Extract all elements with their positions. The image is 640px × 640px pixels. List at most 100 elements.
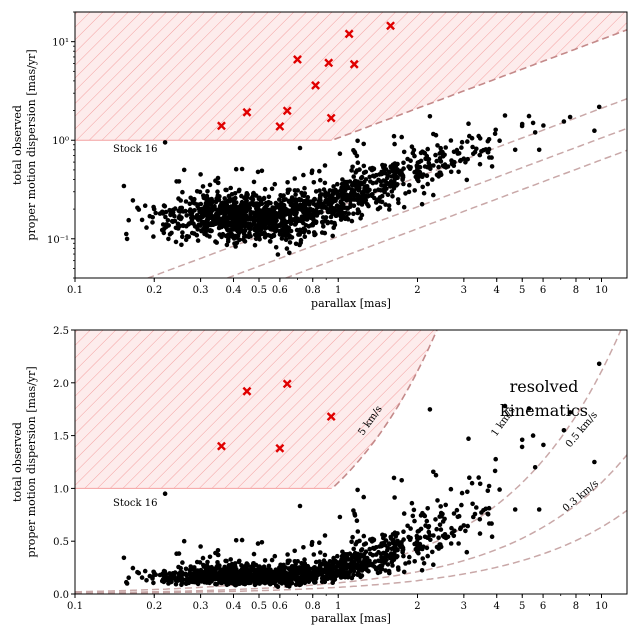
bottom-outlier-points xyxy=(216,379,336,453)
cluster-point xyxy=(410,150,416,156)
cluster-point xyxy=(207,554,213,560)
cluster-point xyxy=(454,507,460,513)
cluster-point xyxy=(332,222,338,228)
cluster-point xyxy=(194,189,200,194)
excluded-region-fill xyxy=(75,12,627,141)
top-excluded-region xyxy=(75,12,627,141)
x-tick-label: 8 xyxy=(573,601,579,612)
cluster-point xyxy=(239,566,245,572)
cluster-point xyxy=(351,211,356,216)
cluster-point xyxy=(157,572,163,578)
cluster-point xyxy=(223,233,229,239)
cluster-point xyxy=(151,580,156,586)
cluster-point xyxy=(194,559,200,565)
cluster-point xyxy=(448,138,454,143)
cluster-point xyxy=(469,480,475,486)
curve-0.5-kms xyxy=(75,454,627,594)
cluster-point xyxy=(359,568,365,573)
cluster-point xyxy=(337,514,343,520)
cluster-point xyxy=(406,189,412,195)
cluster-point xyxy=(130,565,136,571)
cluster-point xyxy=(349,168,354,173)
cluster-point xyxy=(355,160,361,165)
cluster-point xyxy=(293,212,299,217)
cluster-point xyxy=(281,577,287,583)
cluster-point xyxy=(289,572,295,577)
cluster-point xyxy=(420,184,426,190)
cluster-point xyxy=(277,232,283,237)
cluster-point xyxy=(273,578,279,583)
cluster-point xyxy=(208,202,214,207)
cluster-point xyxy=(367,174,373,180)
cluster-point xyxy=(233,538,239,543)
cluster-point xyxy=(387,170,392,175)
cluster-point xyxy=(477,152,483,158)
cluster-point xyxy=(289,200,294,206)
cluster-point xyxy=(363,169,369,175)
x-tick-label: 1 xyxy=(335,285,341,296)
cluster-point xyxy=(327,565,332,571)
cluster-point xyxy=(415,172,420,177)
top-outlier-points xyxy=(216,21,395,131)
cluster-point xyxy=(465,156,471,162)
cluster-point xyxy=(215,573,221,579)
cluster-point xyxy=(382,533,388,538)
cluster-point xyxy=(318,563,323,568)
cluster-point xyxy=(189,571,194,577)
cluster-point xyxy=(452,159,457,165)
cluster-point xyxy=(292,188,298,193)
cluster-point xyxy=(331,184,336,189)
cluster-point xyxy=(302,185,307,191)
cluster-point xyxy=(285,180,290,185)
cluster-point xyxy=(191,576,196,582)
cluster-point xyxy=(355,210,361,216)
cluster-point xyxy=(253,567,258,573)
cluster-point xyxy=(254,228,260,234)
cluster-point xyxy=(330,207,336,213)
cluster-point xyxy=(424,173,430,178)
cluster-point xyxy=(333,565,338,570)
cluster-point xyxy=(168,212,173,218)
cluster-point xyxy=(372,195,377,201)
cluster-point xyxy=(385,175,390,181)
cluster-point xyxy=(252,232,258,238)
cluster-point xyxy=(301,545,306,550)
cluster-point xyxy=(121,183,127,189)
cluster-point xyxy=(463,528,468,534)
cluster-point xyxy=(259,231,264,236)
cluster-point xyxy=(277,222,283,228)
cluster-point xyxy=(277,197,282,202)
cluster-point xyxy=(311,201,317,207)
cluster-point xyxy=(461,523,467,528)
curve-0.3-kms xyxy=(75,509,627,594)
cluster-point xyxy=(272,207,277,212)
cluster-point xyxy=(244,191,250,196)
cluster-point xyxy=(176,551,182,556)
cluster-point xyxy=(406,560,412,565)
cluster-point xyxy=(359,202,365,207)
cluster-point xyxy=(248,201,253,206)
cluster-point xyxy=(323,565,329,571)
top-y-axis-label-line2: proper motion dispersion [mas/yr] xyxy=(25,49,38,240)
cluster-point xyxy=(519,121,525,127)
cluster-point xyxy=(198,172,203,177)
cluster-point xyxy=(189,230,195,236)
cluster-point xyxy=(285,190,291,195)
cluster-point xyxy=(519,437,525,443)
cluster-point xyxy=(338,199,344,204)
cluster-point xyxy=(355,529,361,534)
cluster-point xyxy=(252,221,257,227)
cluster-point xyxy=(512,147,518,153)
cluster-point xyxy=(220,572,225,577)
cluster-point xyxy=(257,237,262,242)
cluster-point xyxy=(228,204,234,209)
cluster-point xyxy=(465,523,471,529)
cluster-point xyxy=(358,574,363,580)
cluster-point xyxy=(428,166,433,171)
x-tick-label: 10 xyxy=(595,285,608,296)
cluster-point xyxy=(335,570,341,576)
cluster-point xyxy=(274,569,280,574)
x-tick-label: 2 xyxy=(414,285,420,296)
cluster-point xyxy=(172,206,178,211)
cluster-point xyxy=(272,553,278,559)
